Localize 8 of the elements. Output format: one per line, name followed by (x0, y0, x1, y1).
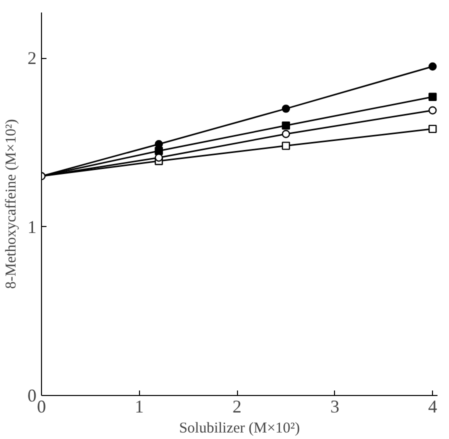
x-tick-label: 3 (330, 396, 340, 416)
y-axis-title: 8-Methoxycaffeine (M×10²) (4, 119, 20, 289)
x-tick-label: 1 (134, 396, 144, 416)
x-axis-title: Solubilizer (M×10²) (179, 420, 300, 436)
x-tick-label: 2 (232, 396, 242, 416)
x-tick-label: 4 (428, 396, 438, 416)
y-tick-label: 1 (28, 216, 36, 237)
y-tick-label: 2 (28, 48, 36, 68)
